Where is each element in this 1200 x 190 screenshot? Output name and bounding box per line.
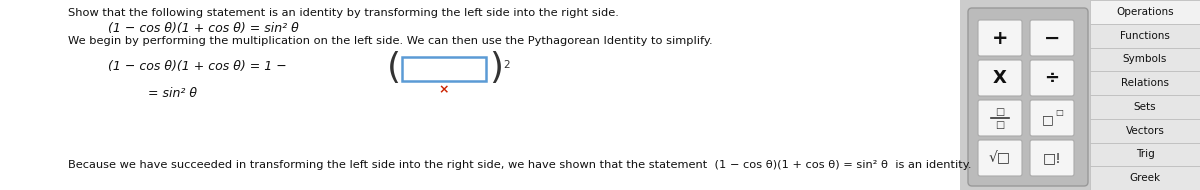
Text: (1 − cos θ)(1 + cos θ) = sin² θ: (1 − cos θ)(1 + cos θ) = sin² θ: [108, 22, 299, 35]
FancyBboxPatch shape: [978, 60, 1022, 96]
Text: □!: □!: [1043, 151, 1061, 165]
Text: Show that the following statement is an identity by transforming the left side i: Show that the following statement is an …: [68, 8, 619, 18]
Text: ÷: ÷: [1044, 69, 1060, 87]
Text: (: (: [386, 51, 401, 85]
FancyBboxPatch shape: [978, 140, 1022, 176]
Text: −: −: [1044, 28, 1060, 48]
Text: Symbols: Symbols: [1123, 54, 1168, 64]
FancyBboxPatch shape: [978, 100, 1022, 136]
Text: □: □: [1042, 113, 1054, 127]
FancyBboxPatch shape: [978, 20, 1022, 56]
FancyBboxPatch shape: [1030, 100, 1074, 136]
Bar: [1090, 119, 1200, 142]
Bar: [1090, 166, 1200, 190]
FancyBboxPatch shape: [1030, 140, 1074, 176]
Bar: [960, 0, 1200, 190]
Text: Sets: Sets: [1134, 102, 1157, 112]
Bar: [1090, 48, 1200, 71]
Bar: [1090, 0, 1200, 24]
Text: □: □: [995, 120, 1004, 130]
Text: Trig: Trig: [1135, 149, 1154, 159]
Text: ): ): [490, 51, 503, 85]
Bar: [1090, 142, 1200, 166]
Text: Relations: Relations: [1121, 78, 1169, 88]
FancyBboxPatch shape: [402, 57, 486, 81]
Text: X: X: [994, 69, 1007, 87]
Bar: [1090, 24, 1200, 48]
Text: (1 − cos θ)(1 + cos θ) = 1 −: (1 − cos θ)(1 + cos θ) = 1 −: [108, 60, 287, 73]
Text: We begin by performing the multiplication on the left side. We can then use the : We begin by performing the multiplicatio…: [68, 36, 713, 46]
Text: Vectors: Vectors: [1126, 126, 1164, 136]
FancyBboxPatch shape: [968, 8, 1088, 186]
FancyBboxPatch shape: [1030, 60, 1074, 96]
FancyBboxPatch shape: [1030, 20, 1074, 56]
Text: Operations: Operations: [1116, 7, 1174, 17]
Text: +: +: [991, 28, 1008, 48]
Text: 2: 2: [503, 60, 510, 70]
Text: Greek: Greek: [1129, 173, 1160, 183]
Text: Because we have succeeded in transforming the left side into the right side, we : Because we have succeeded in transformin…: [68, 160, 972, 170]
Bar: [0, 0, 960, 190]
Text: □: □: [1055, 108, 1063, 117]
Text: □: □: [995, 107, 1004, 117]
Bar: [1090, 95, 1200, 119]
Text: √□: √□: [989, 151, 1010, 165]
Text: ×: ×: [439, 83, 449, 96]
Text: = sin² θ: = sin² θ: [148, 87, 197, 100]
Text: Functions: Functions: [1120, 31, 1170, 41]
Bar: [1090, 71, 1200, 95]
